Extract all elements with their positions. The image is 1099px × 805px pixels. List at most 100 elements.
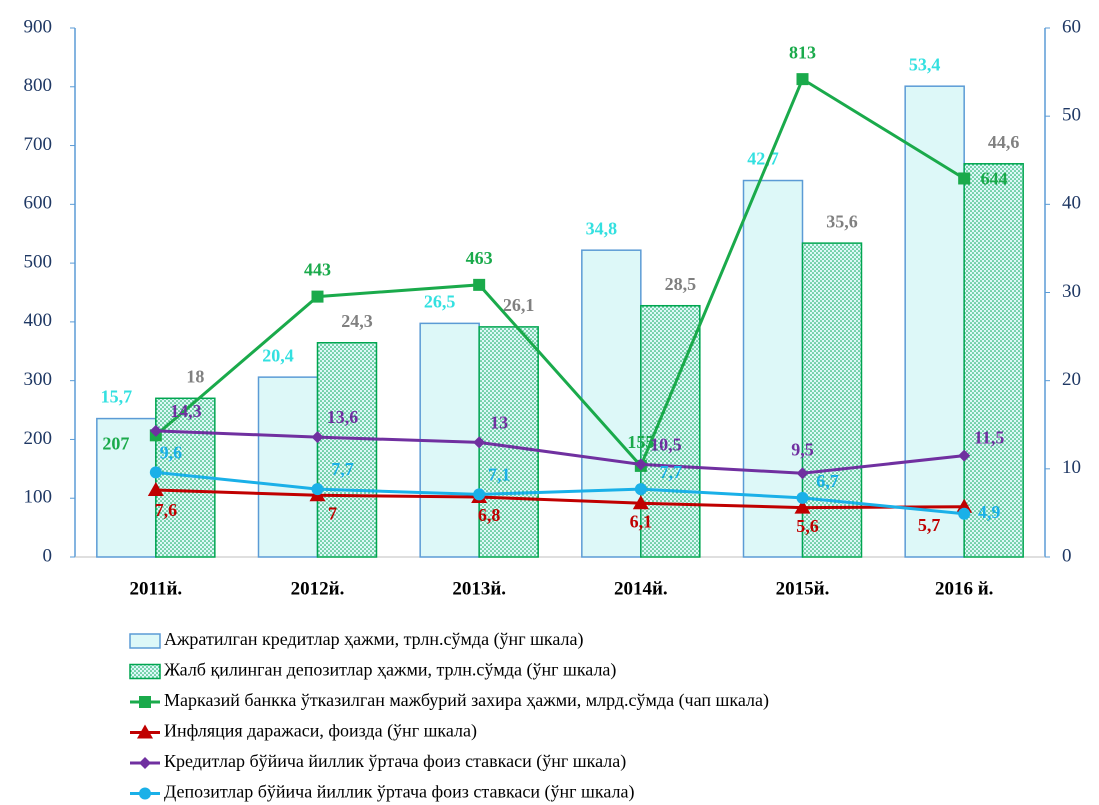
legend-label: Кредитлар бўйича йиллик ўртача фоиз став… [164, 751, 626, 772]
data-label: 20,4 [262, 345, 294, 365]
marker [311, 290, 324, 303]
data-label: 26,5 [424, 291, 456, 311]
data-label: 11,5 [974, 428, 1005, 448]
bar [316, 342, 378, 558]
y-tick-label: 100 [24, 487, 53, 508]
marker [632, 495, 649, 510]
data-label: 7,7 [331, 459, 354, 479]
data-label: 644 [981, 169, 1008, 189]
data-label: 4,9 [978, 502, 1001, 522]
y2-tick-label: 20 [1062, 369, 1081, 390]
x-tick-label: 2015й. [776, 578, 830, 599]
data-label: 18 [186, 366, 204, 386]
marker [958, 449, 971, 462]
bar [963, 163, 1024, 558]
data-label: 5,6 [796, 516, 819, 536]
legend-label: Инфляция даражаси, фоизда (ўнг шкала) [164, 721, 477, 742]
data-label: 35,6 [826, 211, 858, 231]
y-tick-label: 200 [24, 428, 53, 449]
data-label: 24,3 [341, 311, 373, 331]
y2-tick-label: 10 [1062, 457, 1081, 478]
line [155, 470, 965, 516]
data-label: 44,6 [988, 132, 1020, 152]
data-label: 6,7 [816, 471, 839, 491]
legend-marker [139, 757, 151, 769]
marker [149, 424, 162, 437]
x-tick-label: 2014й. [614, 578, 668, 599]
marker [473, 278, 486, 291]
marker [634, 483, 647, 496]
marker [796, 491, 809, 504]
bar [257, 376, 319, 558]
data-label: 9,5 [791, 439, 814, 459]
legend-marker [139, 787, 151, 800]
data-label: 7 [328, 503, 337, 523]
legend-label: Марказий банкка ўтказилган мажбурий захи… [164, 690, 769, 711]
marker [956, 498, 973, 513]
data-label: 13 [490, 413, 508, 433]
data-label: 443 [304, 260, 331, 280]
data-label: 463 [466, 248, 493, 268]
data-label: 6,1 [630, 511, 653, 531]
line [155, 429, 965, 475]
legend-swatch [129, 663, 161, 680]
bar [742, 179, 804, 558]
y-tick-label: 800 [24, 75, 53, 96]
data-label: 207 [102, 433, 129, 453]
y-tick-label: 300 [24, 369, 53, 390]
bar [581, 249, 642, 558]
legend-label: Ажратилган кредитлар ҳажми, трлн.сўмда (… [164, 629, 584, 650]
marker [147, 481, 164, 496]
y2-tick-label: 60 [1062, 16, 1081, 37]
legend-label: Жалб қилинган депозитлар ҳажми, трлн.сўм… [164, 660, 616, 681]
data-label: 7,6 [155, 500, 178, 520]
marker [473, 488, 486, 501]
bar [801, 242, 863, 558]
y2-tick-label: 0 [1062, 545, 1072, 566]
data-label: 7,1 [488, 465, 511, 485]
legend-marker [139, 696, 151, 708]
bar [96, 417, 157, 558]
y-tick-label: 900 [24, 16, 53, 37]
x-tick-label: 2016 й. [935, 578, 993, 599]
data-label: 53,4 [909, 54, 941, 74]
data-label: 26,1 [503, 295, 535, 315]
legend-marker [137, 724, 153, 739]
marker [311, 431, 324, 444]
data-label: 9,6 [160, 442, 183, 462]
line [155, 488, 965, 510]
data-label: 28,5 [665, 274, 697, 294]
data-label: 155 [627, 432, 654, 452]
marker [958, 507, 971, 520]
marker [149, 466, 162, 479]
data-label: 7,7 [660, 462, 683, 482]
marker [311, 483, 324, 496]
x-tick-label: 2012й. [291, 578, 345, 599]
line [154, 76, 965, 469]
marker [958, 172, 971, 185]
y2-tick-label: 30 [1062, 281, 1081, 302]
y2-tick-label: 50 [1062, 105, 1081, 126]
bar [478, 326, 539, 558]
bar [904, 85, 965, 558]
y-tick-label: 400 [24, 310, 53, 331]
data-label: 5,7 [918, 515, 941, 535]
y-tick-label: 0 [43, 545, 53, 566]
legend-label: Депозитлар бўйича йиллик ўртача фоиз ста… [164, 782, 635, 803]
data-label: 13,6 [327, 407, 359, 427]
marker [796, 73, 809, 86]
data-label: 42,7 [747, 149, 779, 169]
data-label: 15,7 [101, 387, 133, 407]
legend-swatch [129, 633, 161, 649]
x-tick-label: 2011й. [130, 578, 183, 599]
data-label: 14,3 [170, 401, 202, 421]
data-label: 6,8 [478, 505, 501, 525]
x-tick-label: 2013й. [452, 578, 506, 599]
marker [794, 499, 811, 514]
marker [473, 436, 486, 449]
marker [634, 458, 647, 471]
marker [796, 467, 809, 480]
y-tick-label: 500 [24, 251, 53, 272]
data-label: 34,8 [586, 218, 618, 238]
